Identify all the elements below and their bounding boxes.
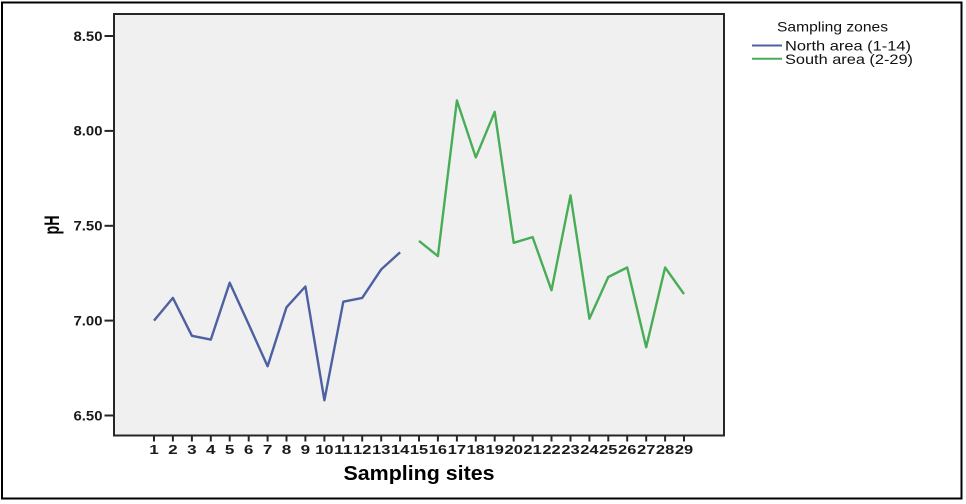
svg-text:15: 15 [410, 443, 428, 457]
svg-text:22: 22 [542, 443, 560, 457]
svg-text:27: 27 [637, 443, 655, 457]
svg-text:28: 28 [656, 443, 674, 457]
svg-text:7.50: 7.50 [74, 218, 103, 234]
svg-text:9: 9 [301, 443, 311, 457]
svg-text:2: 2 [168, 443, 178, 457]
svg-text:5: 5 [225, 443, 235, 457]
svg-text:21: 21 [523, 443, 541, 457]
svg-text:13: 13 [372, 443, 390, 457]
svg-text:South area (2-29): South area (2-29) [785, 51, 913, 67]
svg-text:Sampling sites: Sampling sites [344, 463, 495, 485]
svg-text:14: 14 [391, 443, 409, 457]
svg-text:North area (1-14): North area (1-14) [785, 38, 911, 54]
svg-text:18: 18 [467, 443, 485, 457]
svg-text:19: 19 [486, 443, 504, 457]
svg-text:24: 24 [580, 443, 598, 457]
svg-text:11: 11 [334, 443, 352, 457]
svg-text:25: 25 [599, 443, 617, 457]
svg-text:8.00: 8.00 [74, 123, 103, 139]
svg-text:20: 20 [505, 443, 523, 457]
svg-text:8.50: 8.50 [74, 28, 103, 44]
svg-text:16: 16 [429, 443, 447, 457]
svg-text:23: 23 [561, 443, 579, 457]
svg-text:17: 17 [448, 443, 466, 457]
svg-text:6.50: 6.50 [74, 407, 103, 423]
svg-text:26: 26 [618, 443, 636, 457]
svg-text:4: 4 [206, 443, 216, 457]
svg-text:7: 7 [263, 443, 273, 457]
svg-text:12: 12 [353, 443, 371, 457]
svg-text:Sampling zones: Sampling zones [777, 19, 888, 35]
svg-text:pH: pH [41, 216, 64, 235]
svg-text:29: 29 [675, 443, 693, 457]
svg-text:6: 6 [244, 443, 254, 457]
svg-text:10: 10 [315, 443, 333, 457]
svg-text:1: 1 [149, 443, 159, 457]
svg-text:7.00: 7.00 [74, 312, 103, 328]
svg-text:8: 8 [282, 443, 292, 457]
svg-text:3: 3 [187, 443, 197, 457]
